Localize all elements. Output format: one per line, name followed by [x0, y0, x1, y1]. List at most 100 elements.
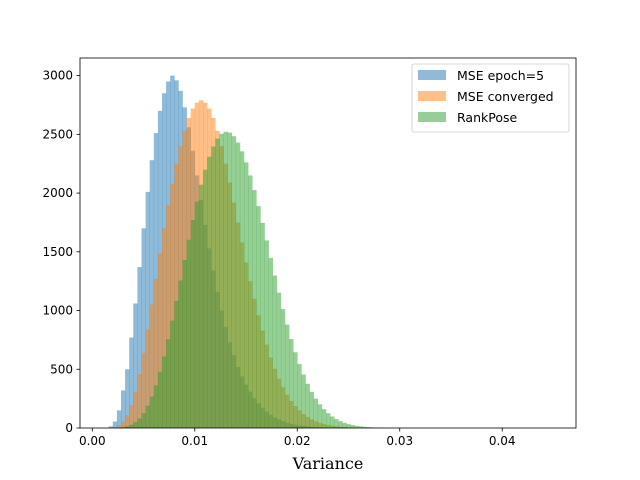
bar — [120, 390, 126, 428]
bar — [120, 427, 126, 428]
bar — [243, 162, 249, 429]
legend-frame — [411, 63, 570, 133]
bar — [334, 419, 339, 428]
bar — [149, 396, 155, 428]
bar — [137, 267, 142, 428]
bar — [174, 300, 179, 428]
bar — [330, 416, 335, 428]
bar — [112, 421, 118, 428]
y-tick-label: 500 — [50, 362, 73, 376]
legend-label-rankpose: RankPose — [457, 110, 517, 125]
y-tick-label: 0 — [65, 421, 73, 435]
bar — [289, 339, 294, 428]
bar — [223, 131, 228, 428]
bar — [252, 190, 257, 428]
y-axis: 0 500 1000 1500 2000 2500 3000 — [42, 69, 80, 435]
bar — [178, 280, 183, 428]
x-tick-label: 0.02 — [284, 434, 311, 448]
bar — [170, 183, 175, 428]
bar — [120, 421, 126, 428]
legend-swatch-mse-converged — [418, 91, 446, 101]
legend-label-mse-converged: MSE converged — [457, 89, 554, 104]
bar — [166, 204, 171, 428]
x-tick-label: 0.03 — [386, 434, 413, 448]
bar — [358, 426, 364, 428]
bar — [317, 404, 323, 428]
bar — [161, 228, 167, 428]
bar — [125, 415, 130, 428]
bar — [305, 383, 310, 428]
y-tick-label: 2500 — [42, 127, 73, 141]
bar — [141, 228, 146, 428]
bar — [137, 418, 142, 428]
bar — [145, 329, 151, 428]
bar — [301, 374, 306, 428]
bar — [256, 206, 261, 428]
bar — [133, 422, 138, 428]
bar — [116, 425, 122, 428]
bar — [129, 424, 134, 428]
bar — [153, 385, 159, 428]
bar — [309, 391, 314, 428]
bar — [202, 169, 208, 428]
legend-swatch-mse-epoch5 — [418, 70, 446, 80]
bar — [215, 138, 220, 428]
bar — [112, 427, 118, 428]
bar — [125, 426, 130, 428]
bar — [231, 136, 237, 429]
bar — [207, 156, 212, 428]
bar — [342, 422, 347, 428]
y-tick-label: 1500 — [42, 245, 73, 259]
bar — [346, 424, 351, 428]
bar — [211, 146, 216, 428]
bar — [116, 410, 122, 428]
y-tick-label: 1000 — [42, 304, 73, 318]
bar — [313, 398, 319, 428]
bar — [166, 339, 171, 428]
bar — [268, 258, 274, 428]
bar — [297, 364, 302, 428]
bar — [362, 426, 368, 428]
bar — [182, 260, 187, 428]
bar — [145, 191, 151, 428]
y-tick-label: 2000 — [42, 186, 73, 200]
bar — [129, 405, 134, 428]
bar — [194, 201, 200, 428]
bar — [276, 292, 282, 428]
x-tick-label: 0.00 — [79, 434, 106, 448]
bar — [125, 369, 130, 428]
x-tick-label: 0.04 — [489, 434, 516, 448]
bar — [280, 309, 286, 428]
bar — [260, 222, 265, 428]
bar — [174, 163, 179, 428]
bar — [161, 356, 167, 428]
y-tick-label: 3000 — [42, 69, 73, 83]
bar — [129, 337, 134, 428]
bar — [325, 413, 331, 428]
bar — [248, 175, 253, 428]
bar — [149, 304, 155, 428]
bar — [293, 352, 298, 428]
bar — [145, 405, 151, 428]
bar — [137, 373, 142, 428]
axes-frame — [79, 57, 577, 429]
bar — [198, 184, 204, 428]
x-tick-label: 0.01 — [181, 434, 208, 448]
series-2 — [112, 131, 425, 429]
bar — [133, 391, 138, 428]
x-axis: 0.00 0.01 0.02 0.03 0.04 — [79, 428, 516, 448]
bar — [227, 132, 233, 428]
legend: MSE epoch=5 MSE converged RankPose — [411, 63, 570, 133]
bar — [321, 409, 327, 428]
bar — [149, 160, 155, 428]
bar — [272, 275, 278, 428]
bar — [157, 252, 163, 428]
bar — [141, 412, 146, 428]
bar — [366, 427, 372, 428]
bar — [284, 324, 290, 428]
bar — [108, 426, 114, 428]
series-layer — [108, 75, 425, 429]
bar — [170, 320, 175, 428]
